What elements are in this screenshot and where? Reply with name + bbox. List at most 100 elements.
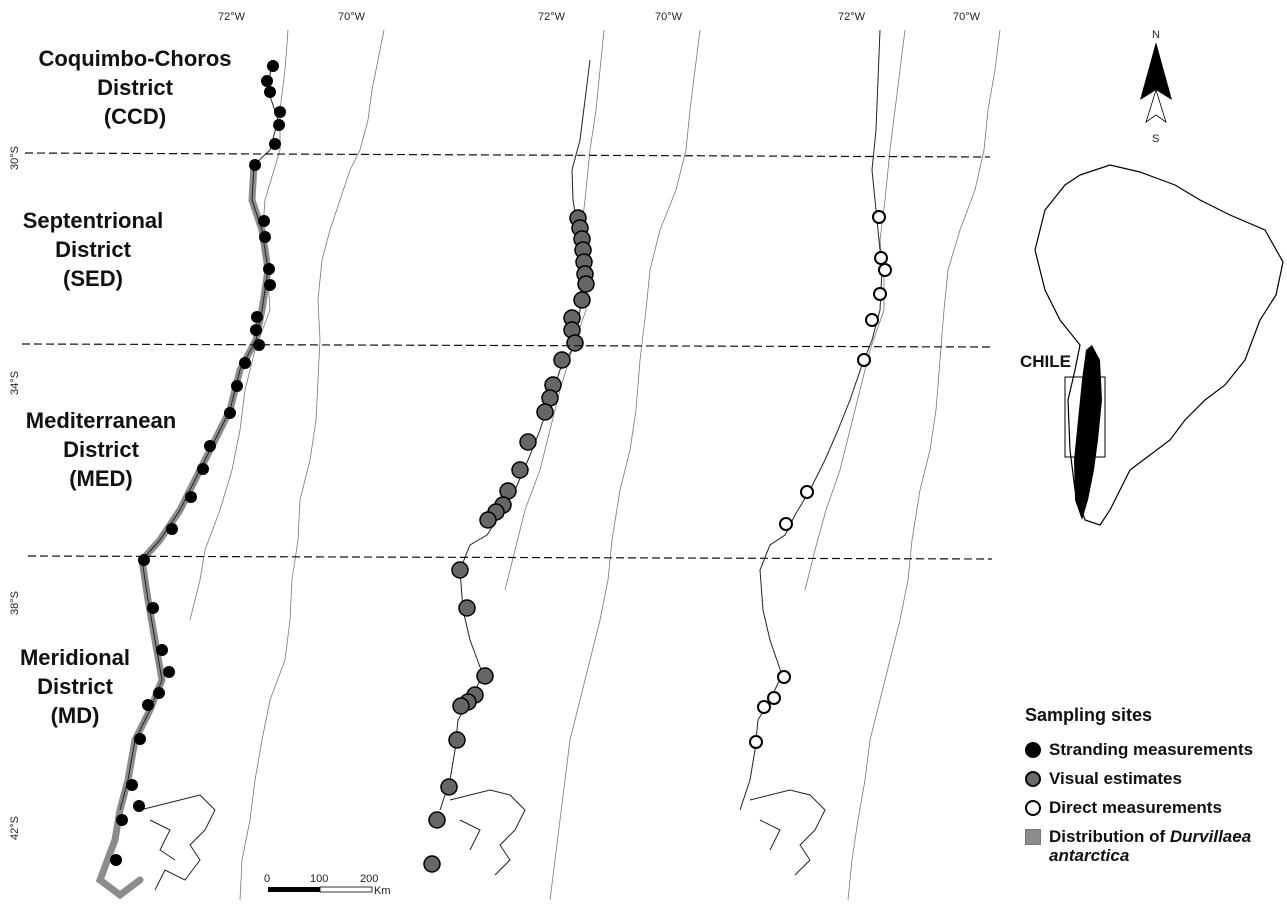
legend-label-text: Distribution of xyxy=(1049,827,1166,846)
border-line xyxy=(847,29,1001,901)
site-point xyxy=(428,811,446,829)
site-point xyxy=(273,119,285,131)
legend-label: Visual estimates xyxy=(1049,769,1182,788)
site-point xyxy=(185,491,197,503)
panel-direct: 72°W 70°W xyxy=(739,11,1001,901)
legend-label: Stranding measurements xyxy=(1049,740,1254,759)
district-line: (MED) xyxy=(69,466,133,491)
north-label: N xyxy=(1152,29,1160,41)
district-line: District xyxy=(63,437,139,462)
site-point xyxy=(874,251,888,265)
lon-label-70w: 70°W xyxy=(338,11,366,23)
border-line-2 xyxy=(504,29,605,591)
site-point xyxy=(476,667,494,685)
site-point xyxy=(857,353,871,367)
site-point xyxy=(274,106,286,118)
site-point xyxy=(197,463,209,475)
fjords xyxy=(749,789,826,876)
chile-fill xyxy=(1074,345,1102,520)
legend-item-visual: Visual estimates xyxy=(1025,769,1287,798)
legend-label: Distribution of Durvillaea antarctica xyxy=(1049,827,1251,865)
site-point xyxy=(440,778,458,796)
site-point xyxy=(267,60,279,72)
lat-label-42s: 42°S xyxy=(9,816,21,840)
site-point xyxy=(872,210,886,224)
district-line: Septentrional xyxy=(22,208,164,233)
site-point xyxy=(166,523,178,535)
site-point xyxy=(511,461,529,479)
site-point xyxy=(258,215,270,227)
scale-bar: 0 100 200 Km xyxy=(264,873,391,897)
site-point xyxy=(423,855,441,873)
lon-label-70w-3: 70°W xyxy=(953,11,981,23)
site-point xyxy=(250,324,262,336)
district-line: Mediterranean xyxy=(25,408,177,433)
legend-label-species-2: antarctica xyxy=(1049,846,1130,865)
lat-label-30s: 30°S xyxy=(9,146,21,170)
site-point xyxy=(479,511,497,529)
legend-label: Direct measurements xyxy=(1049,798,1222,817)
legend-label-species: Durvillaea xyxy=(1169,827,1252,846)
lon-label-70w-2: 70°W xyxy=(655,11,683,23)
study-area-box xyxy=(1064,376,1106,458)
chile-label: CHILE xyxy=(1020,352,1071,371)
site-point xyxy=(767,691,781,705)
site-point xyxy=(134,733,146,745)
site-point xyxy=(536,403,554,421)
lat-label-38s: 38°S xyxy=(9,591,21,615)
site-point xyxy=(147,602,159,614)
border-line-2 xyxy=(804,29,906,591)
district-line: (SED) xyxy=(63,266,123,291)
district-label-md: Meridional District (MD) xyxy=(0,643,150,730)
gray-circle-icon xyxy=(1025,771,1041,787)
site-point xyxy=(269,138,281,150)
district-line: (CCD) xyxy=(103,104,167,129)
site-point xyxy=(142,699,154,711)
district-label-ccd: Coquimbo-Choros District (CCD) xyxy=(10,44,260,131)
site-point xyxy=(253,339,265,351)
white-circle-icon xyxy=(1025,800,1041,816)
boundary-line xyxy=(24,152,991,158)
fjords xyxy=(139,794,216,891)
district-line: District xyxy=(55,237,131,262)
lon-label-72w: 72°W xyxy=(218,11,246,23)
site-point xyxy=(452,697,470,715)
site-point xyxy=(553,351,571,369)
district-line: (MD) xyxy=(50,703,100,728)
district-line: Meridional xyxy=(19,645,130,670)
site-point xyxy=(251,311,263,323)
district-line: Coquimbo-Choros xyxy=(38,46,232,71)
coastline xyxy=(739,29,883,811)
site-point xyxy=(800,485,814,499)
visual-points xyxy=(423,209,595,873)
site-point xyxy=(224,407,236,419)
district-line: District xyxy=(97,75,173,100)
site-point xyxy=(264,279,276,291)
scale-tick-0: 0 xyxy=(264,873,270,885)
district-line: District xyxy=(37,674,113,699)
site-point xyxy=(573,291,591,309)
site-point xyxy=(749,735,763,749)
site-point xyxy=(116,814,128,826)
site-point xyxy=(163,666,175,678)
panel-visual: 72°W 70°W xyxy=(423,11,701,901)
black-circle-icon xyxy=(1025,742,1041,758)
lon-label-72w-3: 72°W xyxy=(838,11,866,23)
site-point xyxy=(153,687,165,699)
district-label-sed: Septentrional District (SED) xyxy=(0,206,186,293)
lat-label-34s: 34°S xyxy=(9,371,21,395)
site-point xyxy=(259,231,271,243)
site-point xyxy=(757,700,771,714)
site-point xyxy=(249,159,261,171)
site-point xyxy=(138,554,150,566)
border-line xyxy=(549,29,701,901)
boundary-line xyxy=(27,555,993,560)
site-point xyxy=(156,644,168,656)
site-point xyxy=(261,75,273,87)
lon-label-72w-2: 72°W xyxy=(538,11,566,23)
north-arrow: N S xyxy=(1140,29,1172,145)
site-point xyxy=(566,334,584,352)
site-point xyxy=(577,275,595,293)
legend-title: Sampling sites xyxy=(1025,705,1153,725)
